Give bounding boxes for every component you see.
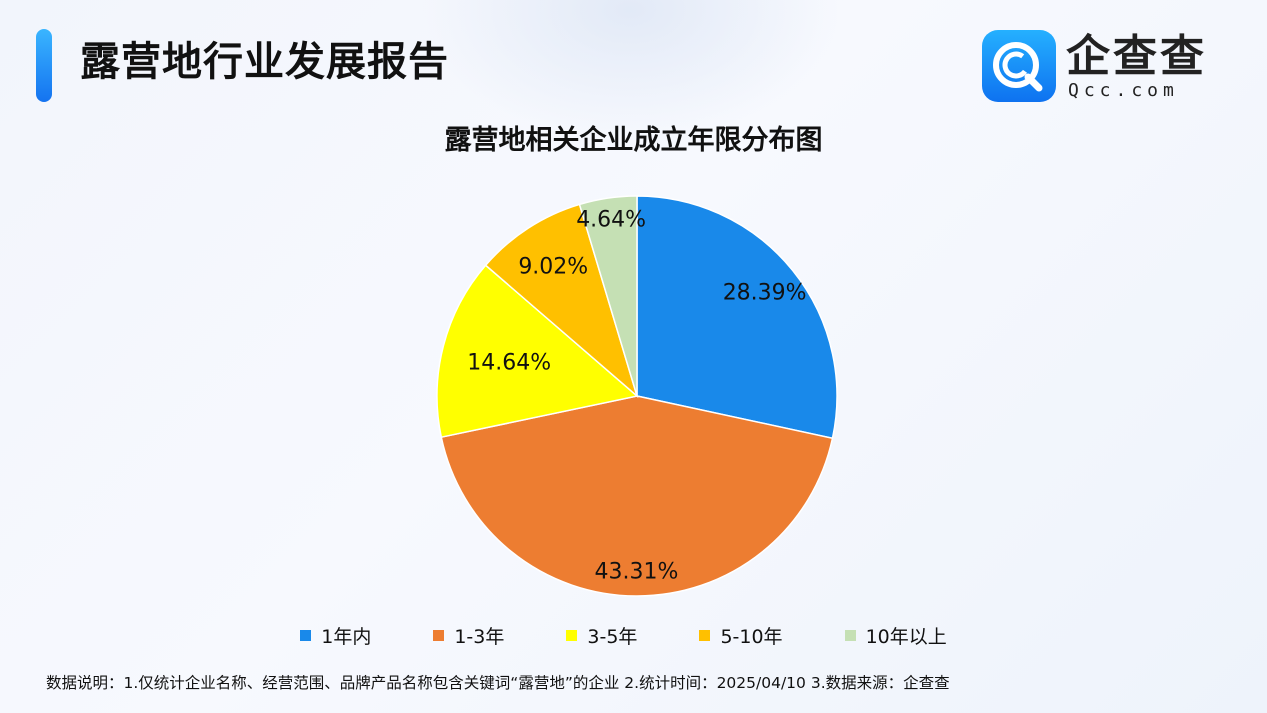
title-accent-bar [36, 29, 52, 102]
pie-label-3: 9.02% [518, 254, 588, 279]
legend-swatch-4 [844, 629, 856, 641]
pie-label-4: 4.64% [576, 207, 646, 232]
pie-label-2: 14.64% [467, 351, 551, 376]
legend-label-3: 5-10年 [720, 625, 783, 648]
pie-slice-2 [436, 264, 639, 439]
legend-swatch-2 [566, 629, 578, 641]
pie-label-1: 43.31% [595, 559, 679, 584]
legend-item-1: 1-3年 [433, 620, 504, 650]
qcc-logo: 企查查 Qcc.com [982, 30, 1232, 104]
legend-swatch-3 [699, 629, 711, 641]
chart-legend: 1年内 1-3年 3-5年 5-10年 10年以上 [0, 620, 1257, 650]
logo-name: 企查查 [1066, 31, 1207, 82]
pie-slice-3 [484, 203, 639, 399]
legend-swatch-0 [300, 629, 312, 641]
legend-label-1: 1-3年 [454, 625, 505, 648]
legend-item-3: 5-10年 [699, 620, 783, 650]
qcc-logo-icon [982, 30, 1056, 102]
legend-item-4: 10年以上 [844, 620, 947, 650]
data-footnote: 数据说明：1.仅统计企业名称、经营范围、品牌产品名称包含关键词“露营地”的企业 … [46, 674, 950, 692]
legend-item-0: 1年内 [300, 620, 371, 650]
pie-slice-4 [578, 195, 638, 397]
pie-label-0: 28.39% [723, 281, 807, 306]
legend-label-2: 3-5年 [587, 625, 638, 648]
pie-slice-0 [636, 195, 838, 440]
logo-domain: Qcc.com [1068, 80, 1179, 101]
pie-slice-1 [440, 395, 834, 597]
legend-label-0: 1年内 [321, 625, 372, 648]
legend-swatch-1 [433, 629, 445, 641]
legend-item-2: 3-5年 [566, 620, 637, 650]
chart-title: 露营地相关企业成立年限分布图 [444, 125, 823, 156]
report-title: 露营地行业发展报告 [80, 39, 449, 85]
legend-label-4: 10年以上 [865, 625, 947, 648]
